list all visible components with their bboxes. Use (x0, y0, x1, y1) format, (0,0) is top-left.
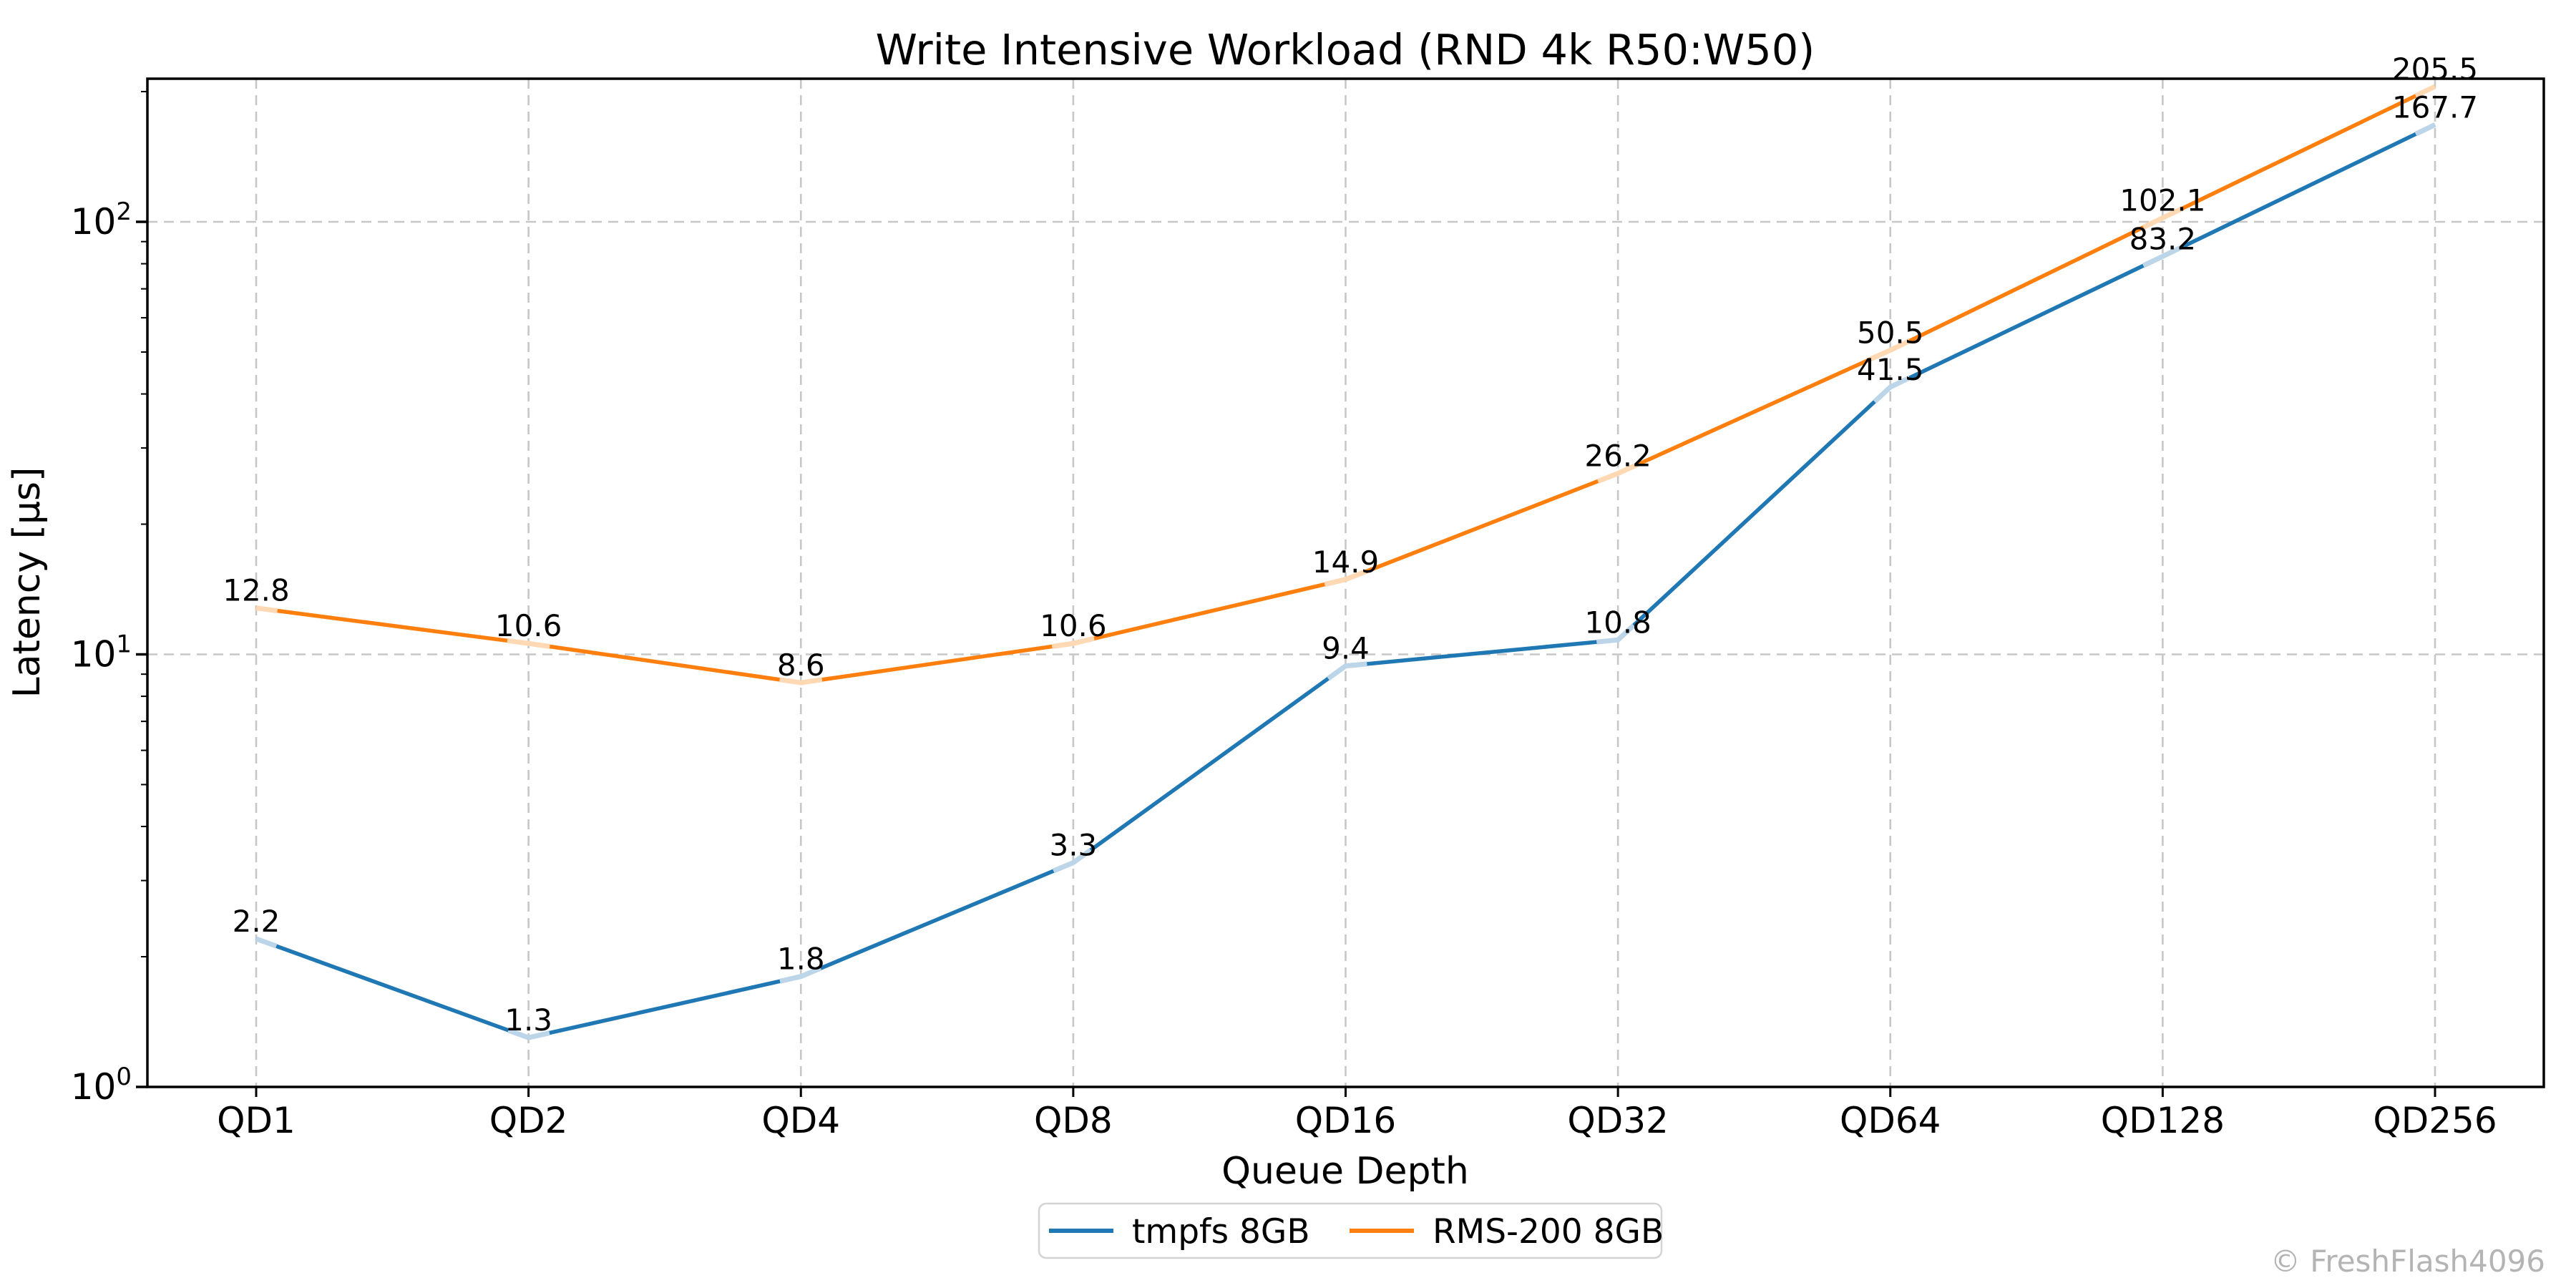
data-label: 10.6 (1040, 608, 1107, 643)
data-label: 10.6 (495, 608, 562, 643)
x-tick-label: QD2 (489, 1100, 568, 1141)
chart-title: Write Intensive Workload (RND 4k R50:W50… (876, 25, 1815, 74)
data-point-marker (2142, 206, 2183, 230)
data-point-marker (507, 1028, 550, 1040)
data-label: 41.5 (1857, 352, 1924, 387)
data-point-marker (1869, 338, 1911, 361)
data-point-labels: 2.2 1.3 1.8 3.3 9.4 10.8 41.5 83.2 167.7 12.8 10.6… (223, 52, 2478, 1038)
data-point-marker (779, 677, 823, 686)
data-point-marker (1324, 569, 1367, 587)
data-point-marker (255, 936, 278, 949)
data-point-marker (2142, 245, 2183, 268)
data-label: 102.1 (2119, 183, 2205, 218)
data-label: 26.2 (1584, 439, 1652, 474)
y-axis-label: Latency [μs] (6, 467, 49, 698)
legend-label: tmpfs 8GB (1132, 1212, 1310, 1252)
data-label: 9.4 (1322, 631, 1370, 666)
data-point-marker (1596, 623, 1636, 645)
data-label: 1.8 (777, 942, 825, 977)
x-tick-label: QD4 (761, 1100, 840, 1141)
x-tick-label: QD128 (2101, 1100, 2225, 1141)
x-tick-label: QD8 (1034, 1100, 1113, 1141)
data-point-marker (1873, 375, 1911, 404)
data-point-marker (2414, 84, 2436, 99)
axis-ticks (136, 91, 2436, 1097)
y-tick-label: 100 (71, 1063, 132, 1108)
data-series (255, 84, 2436, 1040)
legend-label: RMS-200 8GB (1433, 1212, 1664, 1252)
data-point-marker (507, 638, 550, 649)
x-axis-label: Queue Depth (1221, 1150, 1469, 1193)
data-label: 83.2 (2129, 221, 2197, 256)
x-tick-label: QD16 (1295, 1100, 1396, 1141)
data-label: 12.8 (223, 573, 290, 608)
data-point-marker (779, 965, 822, 984)
data-point-marker (1051, 635, 1095, 649)
plot-border (146, 77, 2545, 1088)
x-tick-label: QD64 (1840, 1100, 1941, 1141)
data-label: 50.5 (1857, 315, 1924, 350)
data-point-marker (1052, 848, 1093, 874)
data-label: 10.8 (1584, 605, 1652, 640)
data-label: 1.3 (504, 1002, 552, 1038)
data-point-marker (1327, 661, 1367, 681)
data-label: 205.5 (2392, 52, 2478, 87)
x-tick-label: QD256 (2373, 1100, 2497, 1141)
x-tick-label: QD32 (1567, 1100, 1668, 1141)
data-label: 3.3 (1049, 828, 1097, 863)
gridlines (147, 79, 2544, 1087)
data-label: 8.6 (777, 648, 825, 683)
x-tick-label: QD1 (217, 1100, 296, 1141)
y-tick-label: 102 (71, 197, 132, 243)
data-label: 167.7 (2392, 89, 2478, 125)
data-label: 2.2 (233, 904, 280, 939)
y-tick-label: 101 (71, 630, 132, 675)
data-label: 14.9 (1312, 545, 1380, 580)
watermark: © FreshFlash4096 (2270, 1244, 2545, 1279)
data-point-marker (255, 605, 278, 614)
data-point-marker (2414, 122, 2436, 137)
data-point-marker (1596, 462, 1639, 484)
tick-labels: QD1 QD2 QD4 QD8 QD16 QD32 QD64 QD128 QD256 100 101… (71, 197, 2497, 1141)
legend: tmpfs 8GB RMS-200 8GB (1038, 1202, 1664, 1259)
